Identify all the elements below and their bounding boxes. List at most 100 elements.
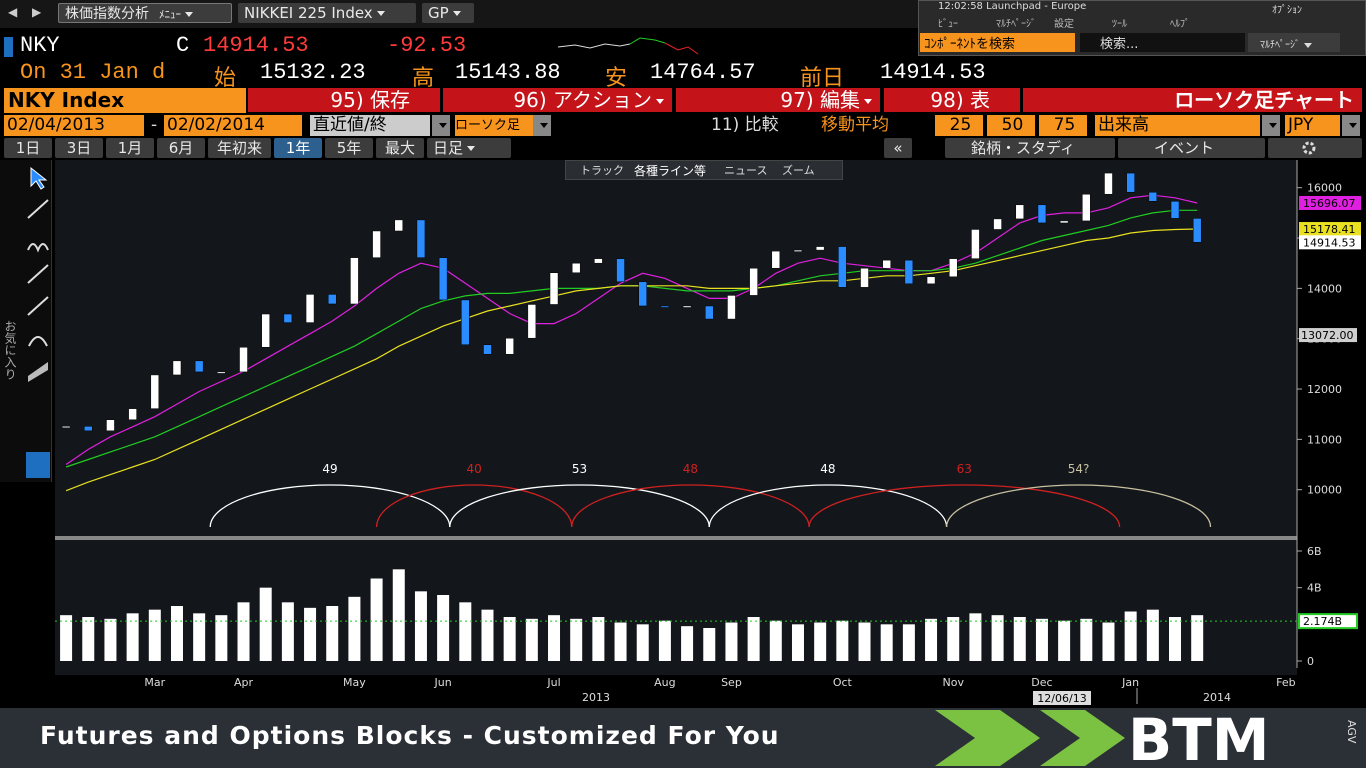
volume-drop[interactable]: [1262, 115, 1280, 136]
tool-icon: [26, 452, 50, 478]
candle: [305, 294, 315, 323]
forward-button[interactable]: ▶: [32, 5, 42, 19]
chart-tool[interactable]: ニュース: [724, 164, 768, 177]
command-field[interactable]: GP: [422, 3, 474, 23]
volume-bar: [215, 615, 228, 661]
chart-tool[interactable]: ズーム: [782, 164, 815, 177]
volume-bar: [525, 618, 538, 661]
x-tick-label: Jun: [434, 676, 452, 689]
candle: [926, 276, 936, 285]
tool-icon: [27, 264, 49, 284]
volume-bar: [769, 620, 782, 661]
launchpad-menu-item[interactable]: ﾍﾙﾌﾟ: [1170, 19, 1190, 30]
candle: [150, 374, 160, 409]
launchpad-menu-item[interactable]: 設定: [1054, 19, 1074, 30]
currency[interactable]: JPY: [1285, 115, 1340, 136]
period-button[interactable]: 1日: [4, 138, 52, 158]
open-label: 始: [214, 67, 237, 92]
launchpad-menu-item[interactable]: ﾋﾞｭｰ: [938, 19, 958, 30]
high-label: 高: [412, 67, 435, 92]
ma-period[interactable]: 25: [935, 115, 983, 136]
volume-bar: [1058, 620, 1071, 661]
volume-bar: [858, 622, 871, 661]
start-date[interactable]: 02/04/2013: [4, 115, 144, 136]
period-button[interactable]: 1月: [106, 138, 154, 158]
candle: [217, 371, 226, 374]
price-drop[interactable]: [432, 115, 450, 136]
volume-field[interactable]: 出来高: [1095, 115, 1260, 136]
cycle-arc: [449, 484, 710, 528]
price-field[interactable]: 直近値/終: [310, 115, 430, 136]
quote-date: On 31 Jan d: [20, 60, 166, 85]
events[interactable]: イベント: [1118, 138, 1265, 158]
component-search[interactable]: ｺﾝﾎﾟｰﾈﾝﾄを検索: [920, 33, 1075, 52]
volume-bar: [725, 622, 738, 661]
chart-tool[interactable]: トラック: [580, 164, 624, 177]
volume-bar: [902, 624, 915, 661]
period-button[interactable]: 6月: [157, 138, 205, 158]
candle: [904, 259, 914, 285]
period-button[interactable]: 3日: [55, 138, 103, 158]
tool-icon: [28, 336, 48, 347]
action-button[interactable]: 96) アクション: [443, 88, 672, 112]
search-field[interactable]: 検索...: [1080, 33, 1245, 52]
volume-bar: [304, 607, 317, 661]
candle: [860, 267, 869, 288]
volume-bar: [747, 617, 760, 661]
multipage[interactable]: ﾏﾙﾁﾍﾟｰｼﾞ: [1248, 33, 1340, 52]
volume-bar: [259, 587, 272, 661]
cycle-arc: [375, 484, 573, 528]
action-button[interactable]: 98) 表: [884, 88, 1020, 112]
back-button[interactable]: ◀: [8, 5, 18, 19]
x-tick-label: Oct: [833, 676, 853, 689]
ticker: NKY: [20, 33, 60, 58]
style-field[interactable]: ローソク足: [455, 115, 533, 136]
tool-icon: [27, 243, 49, 253]
launchpad-options[interactable]: ｵﾌﾟｼｮﾝ: [1272, 5, 1302, 16]
style-drop[interactable]: [533, 115, 551, 136]
candle: [882, 259, 891, 269]
compare[interactable]: 11) 比較: [711, 115, 779, 135]
candle: [549, 272, 559, 305]
candle: [1037, 204, 1047, 224]
volume-average-label: 2.174B: [1303, 615, 1342, 628]
candle: [194, 360, 204, 373]
candle: [1126, 172, 1135, 193]
ma-period[interactable]: 50: [987, 115, 1035, 136]
launchpad-menu-item[interactable]: ﾂｰﾙ: [1112, 19, 1127, 30]
end-date[interactable]: 02/02/2014: [164, 115, 302, 136]
candle: [660, 305, 670, 308]
year-label: 2013: [582, 691, 610, 704]
period-button[interactable]: 最大: [376, 138, 424, 158]
change: -92.53: [387, 33, 467, 58]
candle: [1192, 218, 1202, 243]
candle: [1059, 220, 1069, 224]
action-button[interactable]: 95) 保存: [248, 88, 440, 112]
security-field[interactable]: NIKKEI 225 Index: [238, 3, 416, 23]
cycle-arc: [571, 484, 810, 528]
period-button[interactable]: 5年: [325, 138, 373, 158]
candle: [705, 305, 714, 320]
candle: [571, 262, 581, 274]
ma-period[interactable]: 75: [1039, 115, 1087, 136]
low: 14764.57: [650, 60, 756, 85]
chart-type[interactable]: ローソク足チャート: [1023, 88, 1362, 112]
function-field[interactable]: 株価指数分析 ﾒﾆｭｰ: [58, 3, 232, 23]
gear-icon: [1302, 141, 1316, 155]
period-button[interactable]: 年初来: [208, 138, 271, 158]
currency-drop[interactable]: [1342, 115, 1360, 136]
ref-level-label: 13072.00: [1301, 329, 1354, 342]
volume-bar: [126, 613, 139, 661]
action-button[interactable]: 97) 編集: [676, 88, 880, 112]
collapse[interactable]: «: [884, 138, 912, 158]
ma-label: 移動平均: [821, 115, 889, 135]
candle: [283, 313, 293, 323]
volume-bar: [681, 626, 694, 661]
chart-tool[interactable]: 各種ライン等: [634, 164, 707, 178]
period-button[interactable]: 1年: [274, 138, 322, 158]
menu[interactable]: ﾒﾆｭｰ: [159, 8, 181, 21]
studies[interactable]: 銘柄・スタディ: [945, 138, 1115, 158]
launchpad-menu-item[interactable]: ﾏﾙﾁﾍﾟｰｼﾞ: [996, 19, 1036, 30]
frequency[interactable]: 日足: [427, 138, 511, 158]
